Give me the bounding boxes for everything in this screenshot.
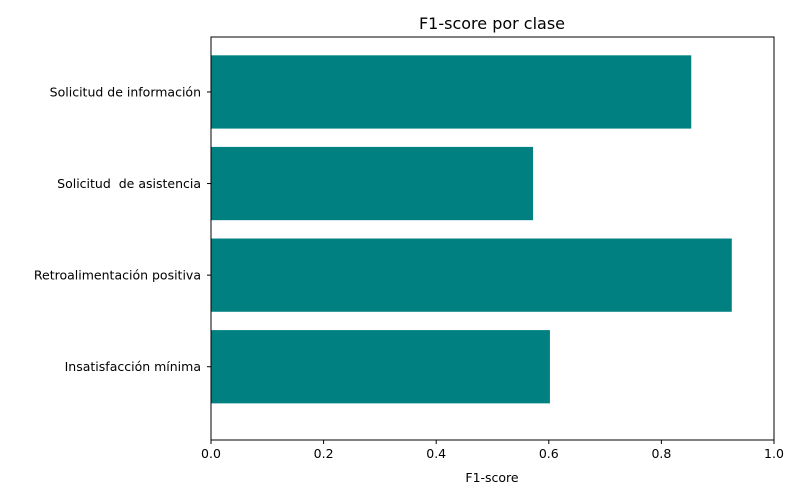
y-tick-label: Solicitud de información (50, 84, 201, 99)
x-tick-label: 0.4 (426, 446, 446, 461)
y-tick-label: Retroalimentación positiva (34, 268, 201, 283)
chart-title: F1-score por clase (419, 14, 565, 33)
bars-layer (211, 55, 732, 404)
bar-insatisfaccion-minima (211, 330, 550, 404)
bar-solicitud-de-informacion (211, 55, 692, 129)
y-tick-label: Solicitud de asistencia (57, 176, 201, 191)
x-tick-label: 1.0 (764, 446, 784, 461)
bar-retroalimentacion-positiva (211, 238, 732, 312)
plot-frame (210, 36, 775, 441)
x-axis-ticks: 0.0 0.2 0.4 0.6 0.8 1.0 (201, 440, 784, 461)
x-tick-label: 0.2 (314, 446, 334, 461)
bar-solicitud-de-asistencia (211, 146, 534, 221)
y-axis-ticks: Solicitud de información Solicitud de asi… (34, 84, 211, 374)
x-axis-label: F1-score (465, 470, 519, 485)
x-tick-label: 0.6 (539, 446, 559, 461)
x-tick-label: 0.0 (201, 446, 221, 461)
x-tick-label: 0.8 (651, 446, 671, 461)
y-tick-label: Insatisfacción mínima (65, 359, 201, 374)
